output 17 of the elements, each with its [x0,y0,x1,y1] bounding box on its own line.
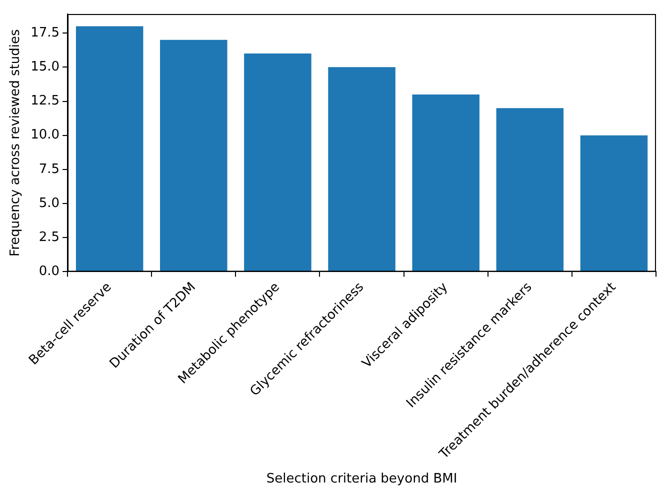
bar [328,67,396,272]
y-tick-label: 2.5 [38,230,60,245]
y-tick-label: 5.0 [38,196,60,211]
x-axis-title: Selection criteria beyond BMI [266,472,458,487]
y-axis-title: Frequency across reviewed studies [8,29,24,256]
y-tick-label: 15.0 [30,60,60,75]
bar [580,135,648,272]
y-tick-label: 7.5 [38,162,60,177]
y-tick-label: 0.0 [38,264,60,280]
bar [76,26,144,272]
y-tick-label: 10.0 [30,128,60,143]
bar [160,40,228,272]
bar [496,108,564,272]
bar [412,94,480,272]
y-tick-label: 17.5 [30,25,60,40]
y-tick-label: 12.5 [30,94,60,109]
bar [244,54,312,272]
